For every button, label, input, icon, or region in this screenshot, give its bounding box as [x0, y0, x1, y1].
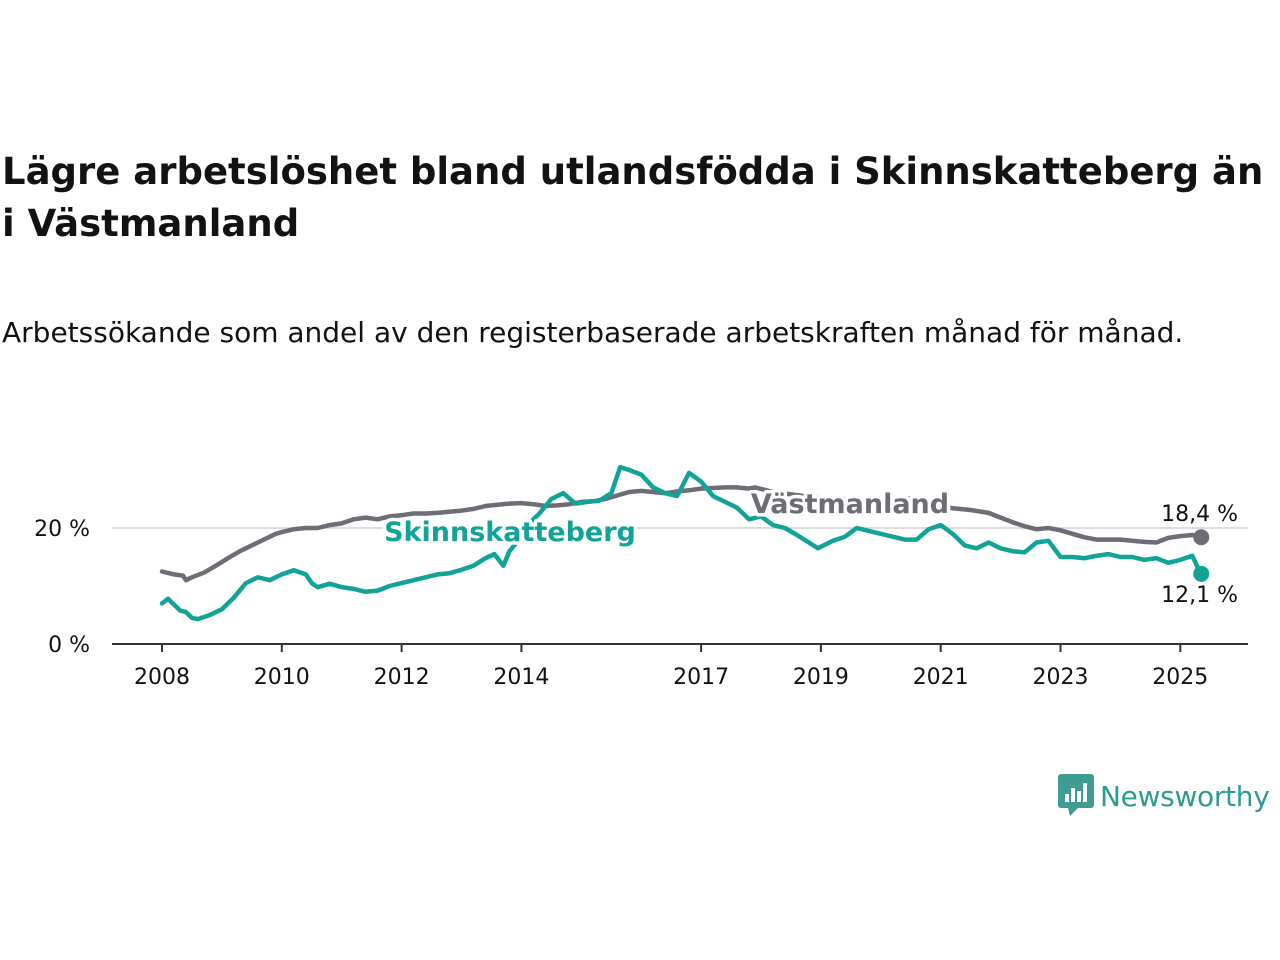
x-tick-label: 2008: [134, 665, 190, 690]
x-tick-label: 2012: [374, 665, 430, 690]
series-label-skinnskatteberg: Skinnskatteberg: [384, 517, 636, 548]
x-tick-label: 2017: [673, 665, 729, 690]
end-value-label: 12,1 %: [1161, 583, 1238, 608]
newsworthy-logo-icon: [1058, 774, 1094, 816]
x-tick-label: 2021: [913, 665, 969, 690]
line-chart: 0 % 20 % 2008 2010 2012 2014 2017 2019 2021 2023 2…: [34, 464, 1248, 691]
x-tick-label: 2025: [1152, 665, 1208, 690]
series-end-point-v-stmanland: [1193, 529, 1210, 546]
grid-layer: [112, 527, 1248, 652]
x-tick-label: 2019: [793, 665, 849, 690]
x-tick-label: 2014: [493, 665, 549, 690]
y-tick-label: 0 %: [48, 633, 90, 658]
y-tick-label: 20 %: [34, 517, 90, 542]
chart-title: Lägre arbetslöshet bland utlandsfödda i …: [2, 150, 1264, 245]
series-line-skinnskatteberg: [159, 464, 1204, 622]
newsworthy-logo: Newsworthy: [1058, 774, 1270, 818]
series-layer: [159, 464, 1210, 622]
series-end-point-skinnskatteberg: [1193, 565, 1210, 582]
series-line-v-stmanland: [159, 485, 1204, 583]
chart-subtitle: Arbetssökande som andel av den registerb…: [2, 316, 1184, 349]
end-value-label: 18,4 %: [1161, 502, 1238, 527]
label-layer: 0 % 20 % 2008 2010 2012 2014 2017 2019 2021 2023 2…: [34, 486, 1238, 691]
newsworthy-logo-text: Newsworthy: [1100, 779, 1270, 813]
x-tick-label: 2023: [1033, 665, 1089, 690]
series-label-v-stmanland: Västmanland: [751, 489, 949, 520]
x-tick-label: 2010: [254, 665, 310, 690]
